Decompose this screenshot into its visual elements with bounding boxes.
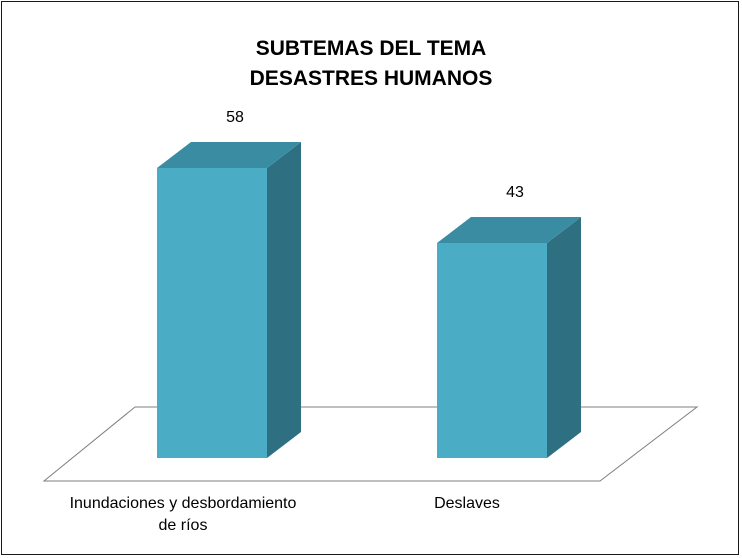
bar-front-face [437,243,547,458]
bar-front-face [157,168,267,458]
bar-side-face [547,217,581,458]
bar-series [157,142,581,458]
data-label-2: 43 [506,184,524,201]
category-label-2-line-1: Deslaves [434,495,500,512]
chart-title-line-2: DESASTRES HUMANOS [249,67,493,90]
label-layer: 58 Inundaciones y desbordamiento de ríos 43… [70,109,524,534]
category-label-1-line-2: de ríos [159,517,208,534]
bar-top-face [157,142,301,168]
bar-1 [157,142,301,458]
category-label-1-line-1: Inundaciones y desbordamiento [70,495,297,512]
bar-2 [437,217,581,458]
chart-title: SUBTEMAS DEL TEMA DESASTRES HUMANOS [0,34,742,94]
bar-side-face [267,142,301,458]
chart-floor [42,406,699,482]
data-label-1: 58 [226,109,244,126]
chart-title-line-1: SUBTEMAS DEL TEMA [255,37,487,60]
bar-top-face [437,217,581,243]
